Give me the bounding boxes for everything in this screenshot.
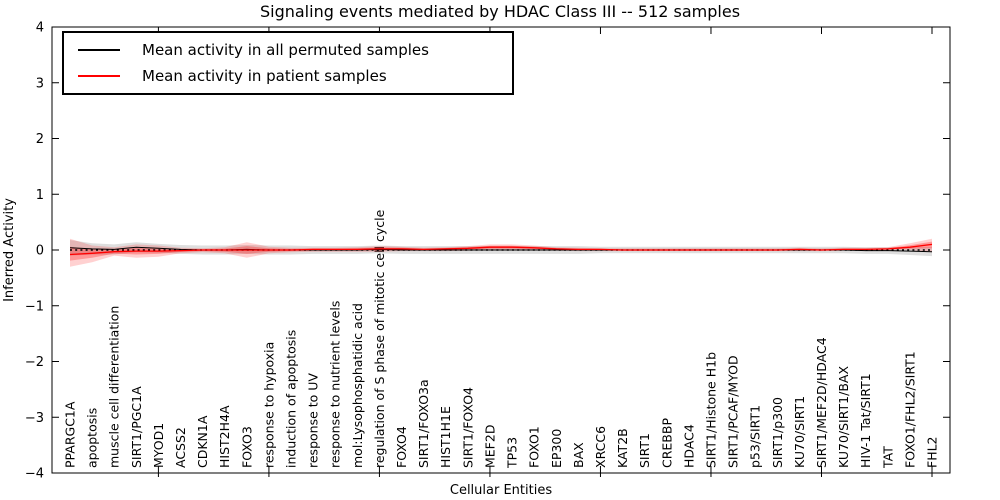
x-category-label: FOXO3: [239, 426, 254, 468]
chart-title: Signaling events mediated by HDAC Class …: [260, 2, 740, 21]
x-category-label: SIRT1/p300: [770, 397, 785, 468]
patient-band-outer: [70, 238, 932, 267]
x-category-label: TAT: [880, 446, 895, 469]
x-category-label: muscle cell differentiation: [107, 306, 122, 468]
x-category-label: MYOD1: [151, 423, 166, 468]
x-category-label: TP53: [505, 437, 520, 469]
x-category-label: MEF2D: [482, 425, 497, 468]
x-category-label: CDKN1A: [195, 415, 210, 468]
y-axis-label: Inferred Activity: [2, 198, 17, 302]
y-tick-label: 1: [36, 188, 44, 203]
x-category-label: p53/SIRT1: [748, 405, 763, 468]
y-tick-label: −3: [25, 411, 44, 426]
legend-entry-patient: Mean activity in patient samples: [78, 67, 512, 85]
permuted-band: [70, 240, 932, 257]
legend-label-patient: Mean activity in patient samples: [142, 67, 387, 85]
x-category-label: SIRT1/FOXO3a: [416, 379, 431, 468]
x-category-label: HIV-1 Tat/SIRT1: [858, 373, 873, 468]
x-category-label: SIRT1/Histone H1b: [704, 352, 719, 468]
x-category-label: response to nutrient levels: [328, 301, 343, 468]
x-category-label: FOXO1: [527, 426, 542, 468]
x-category-label: HDAC4: [681, 424, 696, 468]
legend-entry-permuted: Mean activity in all permuted samples: [78, 41, 512, 59]
x-category-label: mol:Lysophosphatidic acid: [350, 303, 365, 468]
x-category-label: KU70/SIRT1: [792, 396, 807, 468]
legend: Mean activity in all permuted samples Me…: [62, 31, 514, 95]
permuted-line-swatch: [78, 49, 120, 51]
x-category-label: PPARGC1A: [63, 401, 78, 468]
y-tick-label: 4: [36, 21, 44, 36]
y-tick-label: 3: [36, 76, 44, 91]
x-axis-label: Cellular Entities: [450, 483, 552, 498]
x-category-label: SIRT1/FOXO4: [460, 387, 475, 468]
x-category-label: HIST2H4A: [217, 405, 232, 468]
y-tick-label: −4: [25, 467, 44, 482]
y-tick-label: −2: [25, 355, 44, 370]
x-category-label: SIRT1/MEF2D/HDAC4: [814, 337, 829, 468]
x-category-label: HIST1H1E: [438, 406, 453, 468]
y-tick-label: −1: [25, 299, 44, 314]
x-category-label: response to UV: [306, 373, 321, 468]
patient-line-swatch: [78, 75, 120, 77]
patient-band-inner: [70, 241, 932, 261]
x-category-label: ACSS2: [173, 427, 188, 468]
x-category-label: SIRT1/PCAF/MYOD: [726, 355, 741, 468]
x-category-label: EP300: [549, 429, 564, 468]
patient-mean-line: [69, 243, 933, 256]
x-category-label: regulation of S phase of mitotic cell cy…: [372, 209, 387, 468]
x-category-label: induction of apoptosis: [284, 330, 299, 468]
x-category-label: apoptosis: [85, 408, 100, 468]
x-category-label: KAT2B: [615, 428, 630, 468]
x-category-label: SIRT1/PGC1A: [129, 386, 144, 468]
x-category-label: FOXO4: [394, 426, 409, 468]
x-category-label: XRCC6: [593, 426, 608, 468]
y-tick-label: 0: [36, 244, 44, 259]
x-category-label: response to hypoxia: [261, 342, 276, 468]
x-category-label: KU70/SIRT1/BAX: [836, 366, 851, 468]
plot-area: PPARGC1A apoptosis muscle cell differentia…: [25, 21, 951, 482]
y-tick-label: 2: [36, 132, 44, 147]
x-category-label: BAX: [571, 442, 586, 468]
legend-label-permuted: Mean activity in all permuted samples: [142, 41, 429, 59]
x-category-label: FOXO1/FHL2/SIRT1: [902, 351, 917, 468]
x-category-label: FHL2: [925, 436, 940, 468]
x-category-label: CREBBP: [659, 418, 674, 468]
x-category-label: SIRT1: [637, 433, 652, 468]
